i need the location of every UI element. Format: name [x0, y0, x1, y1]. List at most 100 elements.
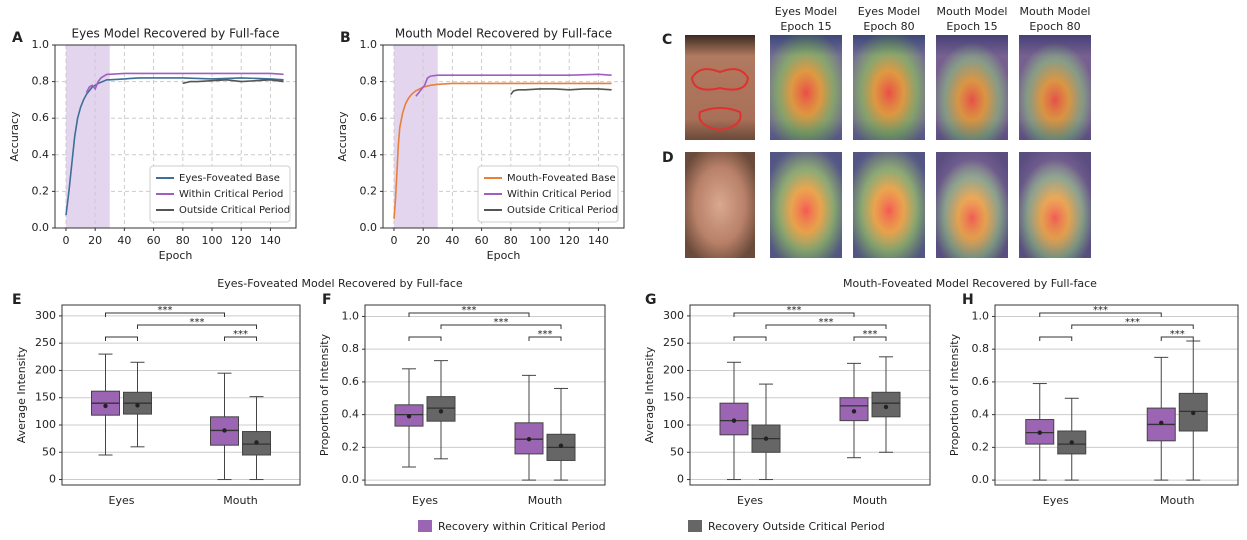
y-tick-label: 1.0: [360, 38, 378, 51]
mean-dot: [1070, 440, 1074, 444]
legend-swatch: [418, 520, 432, 532]
x-tick-label: 60: [475, 234, 489, 247]
y-tick-label: 1.0: [972, 309, 990, 322]
y-tick-label: 0.6: [972, 375, 990, 388]
significance-label: ***: [1093, 305, 1108, 316]
heatmap-overlay: [853, 35, 925, 140]
x-tick-label: 40: [117, 234, 131, 247]
data-line: [511, 89, 612, 95]
x-tick-label: 140: [260, 234, 281, 247]
legend-label: Outside Critical Period: [179, 205, 290, 216]
significance-label: ***: [190, 317, 205, 328]
column-title: Mouth Model: [936, 5, 1007, 18]
significance-label: ***: [233, 329, 248, 340]
column-title: Eyes Model: [775, 5, 837, 18]
blurred-face: [685, 152, 755, 258]
y-tick-label: 1.0: [342, 309, 360, 322]
legend-label: Mouth-Foveated Base: [507, 173, 616, 184]
mean-dot: [559, 444, 563, 448]
y-tick-label: 100: [663, 418, 684, 431]
significance-bracket: [409, 337, 441, 341]
mean-dot: [1191, 411, 1195, 415]
chart-title: Eyes Model Recovered by Full-face: [71, 27, 279, 41]
y-axis-label: Average Intensity: [643, 346, 656, 443]
y-tick-label: 0.6: [360, 111, 378, 124]
group-title: Mouth-Foveated Model Recovered by Full-f…: [843, 277, 1097, 290]
mean-dot: [527, 437, 531, 441]
y-axis-label: Accuracy: [8, 111, 21, 162]
x-tick-label: Eyes: [412, 494, 438, 507]
x-tick-label: 0: [62, 234, 69, 247]
x-tick-label: Mouth: [853, 494, 888, 507]
y-axis-label: Proportion of Intensity: [318, 333, 331, 456]
y-tick-label: 0: [49, 473, 56, 486]
significance-label: ***: [863, 329, 878, 340]
critical-period-shade: [394, 45, 438, 228]
mean-dot: [1038, 430, 1042, 434]
panel-letter: F: [322, 292, 332, 308]
x-tick-label: 40: [445, 234, 459, 247]
mean-dot: [103, 404, 107, 408]
legend-label: Within Critical Period: [507, 189, 611, 200]
group-title: Eyes-Foveated Model Recovered by Full-fa…: [217, 277, 463, 290]
y-tick-label: 0.2: [972, 440, 990, 453]
mean-dot: [439, 409, 443, 413]
x-tick-label: 0: [390, 234, 397, 247]
x-tick-label: Mouth: [223, 494, 258, 507]
x-tick-label: 60: [147, 234, 161, 247]
significance-label: ***: [538, 329, 553, 340]
x-tick-label: 100: [202, 234, 223, 247]
x-tick-label: 140: [588, 234, 609, 247]
figure: C D Eyes ModelEpoch 15Eyes ModelEpoch 80…: [0, 0, 1247, 540]
y-tick-label: 300: [35, 309, 56, 322]
column-title: Eyes Model: [858, 5, 920, 18]
y-tick-label: 150: [35, 391, 56, 404]
x-tick-label: Eyes: [737, 494, 763, 507]
mean-dot: [732, 418, 736, 422]
y-tick-label: 150: [663, 391, 684, 404]
y-tick-label: 0.4: [360, 148, 378, 161]
y-tick-label: 0.0: [360, 221, 378, 234]
panel-letter: A: [12, 30, 23, 46]
y-tick-label: 0.2: [342, 440, 360, 453]
y-tick-label: 0: [677, 473, 684, 486]
panel-letter: E: [12, 292, 22, 308]
significance-label: ***: [819, 317, 834, 328]
column-title: Epoch 15: [946, 20, 997, 33]
mean-dot: [135, 403, 139, 407]
legend-label: Eyes-Foveated Base: [179, 173, 280, 184]
y-tick-label: 200: [35, 363, 56, 376]
legend-label: Within Critical Period: [179, 189, 283, 200]
significance-label: ***: [462, 305, 477, 316]
chart-title: Mouth Model Recovered by Full-face: [395, 27, 612, 41]
panel-letter: B: [340, 30, 351, 46]
y-tick-label: 0.4: [972, 408, 990, 421]
y-tick-label: 0.8: [342, 342, 360, 355]
column-title: Epoch 80: [1029, 20, 1080, 33]
mean-dot: [222, 428, 226, 432]
mean-dot: [407, 414, 411, 418]
panel-letter: G: [645, 292, 657, 308]
significance-label: ***: [787, 305, 802, 316]
significance-label: ***: [1125, 317, 1140, 328]
y-tick-label: 50: [670, 445, 684, 458]
y-tick-label: 0.2: [32, 184, 50, 197]
y-tick-label: 250: [663, 336, 684, 349]
x-tick-label: 80: [504, 234, 518, 247]
y-tick-label: 0.6: [32, 111, 50, 124]
column-title: Epoch 80: [863, 20, 914, 33]
significance-bracket: [106, 337, 138, 341]
heatmap-grid: [770, 35, 1091, 258]
mean-dot: [884, 405, 888, 409]
x-tick-label: 20: [88, 234, 102, 247]
heatmap-overlay: [770, 152, 842, 258]
significance-label: ***: [1170, 329, 1185, 340]
y-tick-label: 0.0: [972, 473, 990, 486]
panel-letter: C: [662, 32, 672, 48]
x-tick-label: Eyes: [109, 494, 135, 507]
legend-label: Recovery within Critical Period: [438, 520, 606, 533]
data-line: [416, 74, 612, 96]
x-tick-label: 120: [559, 234, 580, 247]
heatmap-overlay: [853, 152, 925, 258]
significance-bracket: [1040, 337, 1072, 341]
